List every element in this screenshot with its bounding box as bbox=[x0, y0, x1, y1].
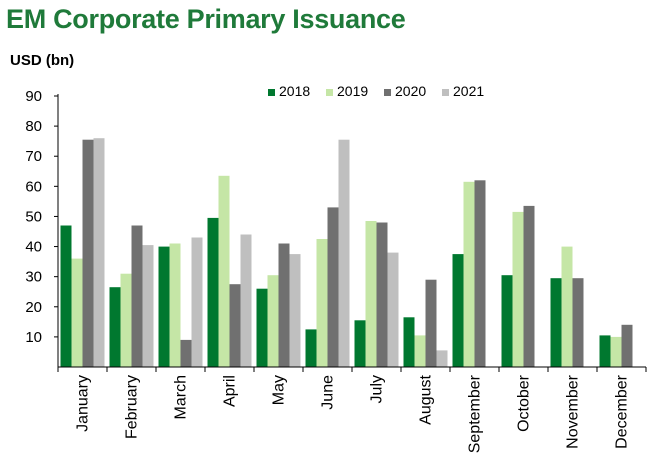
y-tick-label-20: 20 bbox=[25, 299, 42, 316]
y-axis-unit-label: USD (bn) bbox=[10, 52, 75, 69]
y-tick-label-70: 70 bbox=[25, 148, 42, 165]
bar-march-2018 bbox=[158, 246, 170, 367]
legend-swatch-2019 bbox=[326, 89, 333, 96]
y-tick-label-40: 40 bbox=[25, 239, 42, 256]
x-tick-label-june: June bbox=[320, 375, 337, 410]
legend-label-2018: 2018 bbox=[279, 83, 310, 99]
bar-december-2020 bbox=[621, 324, 633, 367]
bar-september-2018 bbox=[452, 254, 464, 367]
legend: 2018 2019 2020 2021 bbox=[268, 83, 484, 99]
x-tick-label-august: August bbox=[418, 374, 435, 424]
bar-october-2018 bbox=[501, 275, 513, 367]
x-tick-label-november: November bbox=[565, 374, 582, 448]
bars-layer bbox=[60, 138, 633, 367]
x-tick-label-february: February bbox=[124, 375, 141, 439]
bar-december-2019 bbox=[610, 336, 622, 367]
x-tick-label-july: July bbox=[369, 375, 386, 403]
bar-july-2021 bbox=[387, 252, 399, 367]
bar-august-2018 bbox=[403, 317, 415, 367]
x-tick-label-january: January bbox=[75, 375, 92, 432]
bar-september-2019 bbox=[463, 181, 475, 367]
bar-february-2020 bbox=[131, 225, 143, 367]
bar-april-2019 bbox=[218, 175, 230, 367]
bar-april-2021 bbox=[240, 234, 252, 367]
x-tick-label-september: September bbox=[467, 374, 484, 453]
bar-june-2018 bbox=[305, 329, 317, 367]
legend-swatch-2021 bbox=[442, 89, 449, 96]
bar-august-2019 bbox=[414, 335, 426, 367]
bar-february-2021 bbox=[142, 245, 154, 367]
y-tick-label-60: 60 bbox=[25, 178, 42, 195]
y-tick-label-90: 90 bbox=[25, 88, 42, 105]
y-tick-label-50: 50 bbox=[25, 208, 42, 225]
bar-july-2019 bbox=[365, 221, 377, 367]
x-tick-label-march: March bbox=[173, 375, 190, 419]
bar-october-2020 bbox=[523, 205, 535, 367]
bar-august-2021 bbox=[436, 350, 448, 367]
bar-april-2020 bbox=[229, 284, 241, 367]
bar-january-2021 bbox=[93, 138, 105, 367]
bar-june-2021 bbox=[338, 139, 350, 367]
bar-may-2020 bbox=[278, 243, 290, 367]
bar-may-2021 bbox=[289, 254, 301, 367]
legend-label-2020: 2020 bbox=[395, 83, 426, 99]
bar-may-2018 bbox=[256, 288, 268, 367]
bar-january-2020 bbox=[82, 139, 94, 367]
bar-march-2021 bbox=[191, 237, 203, 367]
bar-october-2019 bbox=[512, 211, 524, 367]
legend-swatch-2018 bbox=[268, 89, 275, 96]
bar-january-2019 bbox=[71, 258, 83, 367]
bar-august-2020 bbox=[425, 279, 437, 367]
bar-june-2020 bbox=[327, 207, 339, 367]
bar-december-2018 bbox=[599, 335, 611, 367]
y-tick-label-30: 30 bbox=[25, 269, 42, 286]
bar-march-2020 bbox=[180, 339, 192, 367]
bar-july-2018 bbox=[354, 320, 366, 367]
bar-may-2019 bbox=[267, 275, 279, 367]
y-tick-label-10: 10 bbox=[25, 329, 42, 346]
bar-january-2018 bbox=[60, 225, 72, 367]
chart-title: EM Corporate Primary Issuance bbox=[6, 4, 406, 34]
bar-november-2019 bbox=[561, 246, 573, 367]
bar-november-2020 bbox=[572, 278, 584, 367]
y-tick-label-80: 80 bbox=[25, 118, 42, 135]
bar-november-2018 bbox=[550, 278, 562, 367]
bar-june-2019 bbox=[316, 239, 328, 367]
axes-layer: 10 20 30 40 50 60 70 80 90 January February March Ap… bbox=[25, 88, 647, 453]
x-tick-label-may: May bbox=[271, 375, 288, 405]
bar-july-2020 bbox=[376, 222, 388, 367]
bar-february-2018 bbox=[109, 287, 121, 367]
legend-label-2019: 2019 bbox=[337, 83, 368, 99]
legend-label-2021: 2021 bbox=[453, 83, 484, 99]
legend-swatch-2020 bbox=[384, 89, 391, 96]
bar-march-2019 bbox=[169, 243, 181, 367]
bar-february-2019 bbox=[120, 273, 132, 367]
bar-april-2018 bbox=[207, 217, 219, 367]
x-tick-label-april: April bbox=[222, 375, 239, 407]
x-tick-label-october: October bbox=[516, 374, 533, 432]
bar-september-2020 bbox=[474, 180, 486, 367]
x-tick-label-december: December bbox=[614, 374, 631, 448]
